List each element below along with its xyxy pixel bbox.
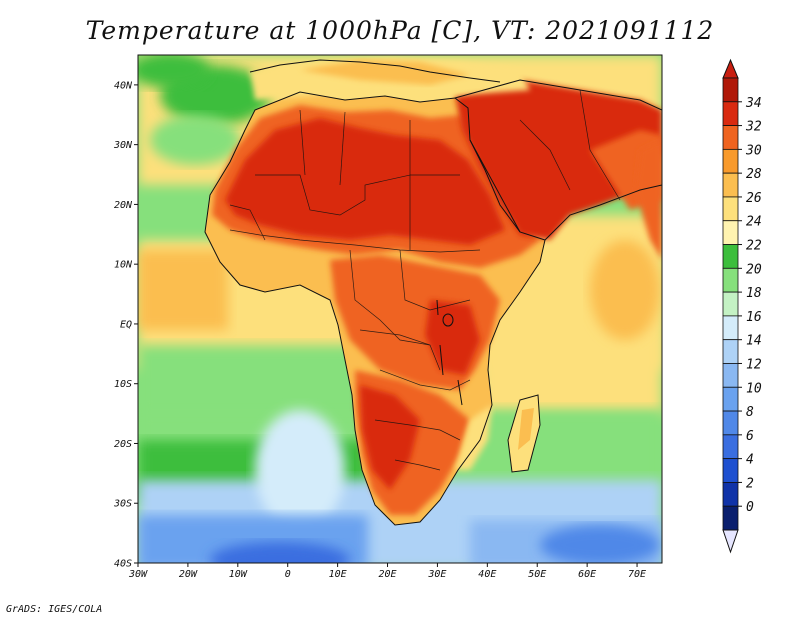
x-tick-label: 40E: [478, 569, 496, 580]
colorbar-label: 30: [745, 143, 762, 158]
colorbar-swatch: [722, 315, 739, 341]
colorbar-label: 0: [746, 500, 754, 515]
x-tick-label: 20W: [179, 569, 198, 580]
footer-credit: GrADS: IGES/COLA: [6, 604, 103, 615]
colorbar-label: 4: [746, 453, 754, 468]
colorbar-label: 24: [746, 215, 762, 230]
colorbar-label: 34: [745, 96, 762, 111]
y-tick-label: EQ: [120, 319, 132, 330]
colorbar-swatch: [722, 77, 739, 103]
colorbar-label: 26: [746, 191, 762, 206]
colorbar-label: 22: [746, 239, 762, 254]
colorbar-swatch: [722, 148, 739, 174]
colorbar-label: 12: [746, 357, 762, 372]
y-tick-label: 30N: [113, 140, 133, 151]
y-tick-label: 20S: [114, 439, 132, 450]
colorbar-label: 32: [745, 120, 762, 135]
colorbar-swatch: [722, 220, 739, 245]
colorbar-swatch: [722, 101, 739, 126]
y-tick-label: 10N: [114, 260, 133, 271]
colorbar-label: 8: [746, 405, 754, 420]
colorbar-label: 6: [746, 429, 754, 444]
temperature-field: [138, 55, 662, 563]
plot-frame: [137, 54, 663, 564]
colorbar-over-arrow: [722, 58, 739, 79]
colorbar-label: 20: [746, 262, 762, 277]
colorbar-label: 16: [746, 310, 762, 325]
y-tick-label: 40S: [114, 559, 132, 570]
y-axis: 40N 30N 20N 10N EQ 10S 20S 30S 40S: [113, 80, 138, 570]
colorbar-label: 2: [746, 476, 754, 491]
colorbar-swatch: [722, 196, 739, 222]
colorbar-swatch: [722, 386, 739, 412]
x-tick-label: 0: [285, 569, 291, 580]
colorbar-label: 28: [746, 167, 762, 182]
colorbar-swatch: [722, 244, 739, 269]
lakes: [436, 299, 463, 406]
x-tick-label: 30W: [128, 569, 148, 580]
colorbar-under-arrow: [722, 529, 739, 554]
colorbar-swatch: [722, 482, 739, 507]
colorbar-swatch: [722, 363, 739, 388]
y-tick-label: 10S: [114, 379, 132, 390]
colorbar-swatch: [722, 505, 739, 531]
x-tick-label: 70E: [628, 569, 646, 580]
colorbar-swatch: [722, 291, 739, 317]
colorbar-swatch: [722, 410, 739, 436]
map-title: Temperature at 1000hPa [C], VT: 20210911…: [85, 16, 715, 45]
x-tick-label: 50E: [528, 569, 546, 580]
colorbar-swatch: [722, 458, 739, 483]
x-tick-label: 10W: [229, 569, 248, 580]
y-tick-label: 30S: [113, 499, 132, 510]
colorbar-label: 14: [746, 334, 762, 349]
colorbar-swatch: [722, 125, 739, 150]
colorbar-swatch: [722, 339, 739, 364]
country-borders: [229, 89, 621, 471]
x-tick-label: 60E: [578, 569, 596, 580]
colorbar-label: 18: [746, 286, 762, 301]
colorbar-swatch: [722, 172, 739, 198]
x-axis: 30W 20W 10W 0 10E 20E 30E 40E 50E 60E 70E: [128, 563, 646, 580]
colorbar-label: 10: [746, 381, 762, 396]
y-tick-label: 40N: [114, 80, 133, 91]
x-tick-label: 10E: [329, 569, 347, 580]
colorbar-swatch: [722, 434, 739, 460]
colorbar-swatch: [722, 267, 739, 293]
x-tick-label: 30E: [427, 569, 446, 580]
x-tick-label: 20E: [378, 569, 396, 580]
y-tick-label: 20N: [114, 200, 133, 211]
